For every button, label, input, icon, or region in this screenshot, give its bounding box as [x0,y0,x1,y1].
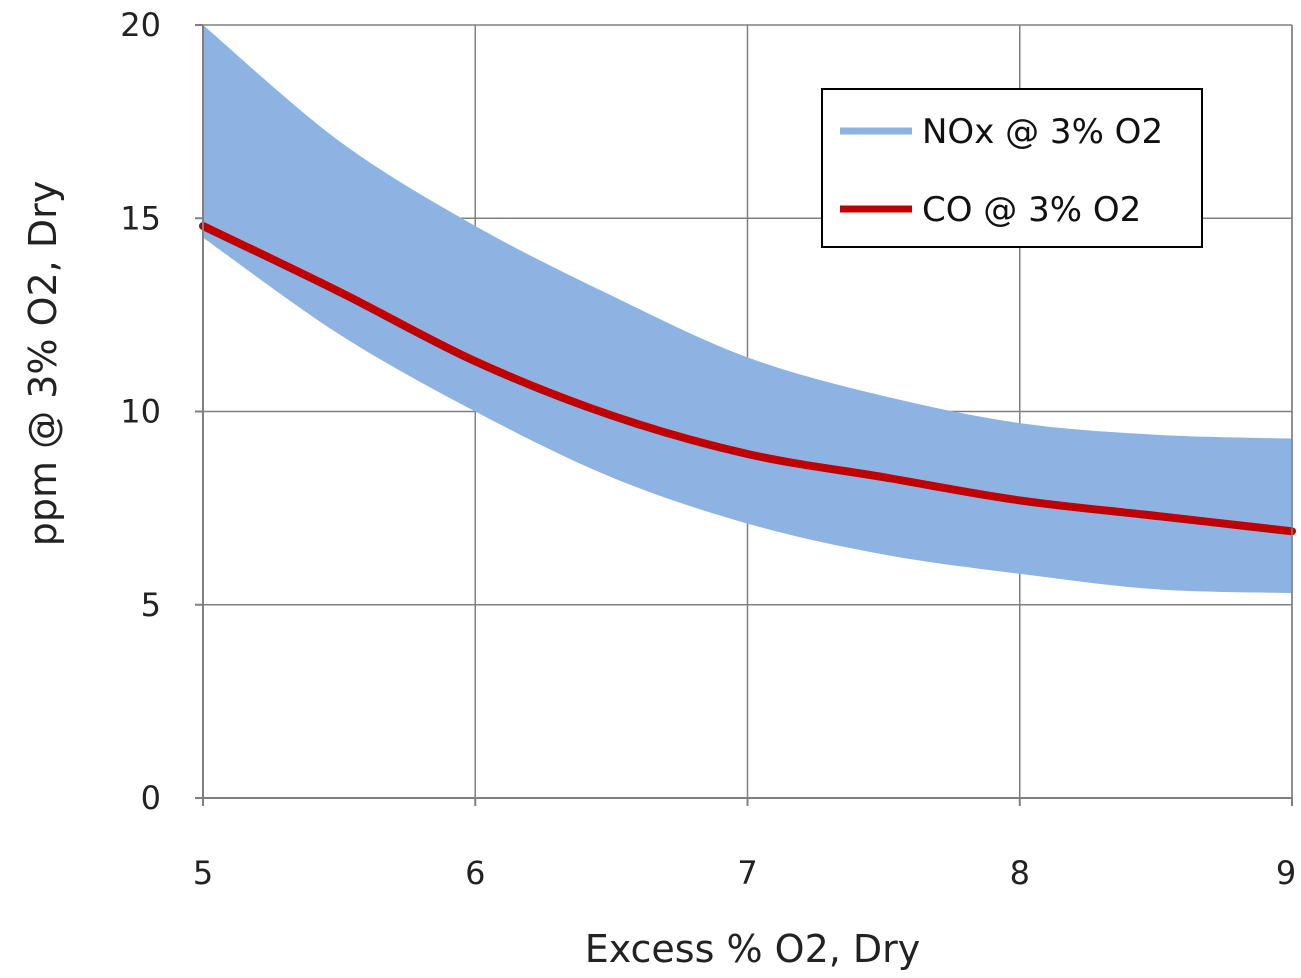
y-tick-label: 15 [120,199,161,237]
co-line-layer [199,222,1296,536]
x-axis-title: Excess % O2, Dry [585,927,921,971]
x-tick-label: 5 [193,854,213,892]
nox-band [203,25,1292,594]
y-tick-label: 5 [141,586,161,624]
x-tick-label: 7 [737,854,757,892]
legend: NOx @ 3% O2 CO @ 3% O2 [821,88,1203,248]
y-tick-label: 0 [141,779,161,817]
legend-label-co: CO @ 3% O2 [922,190,1141,230]
x-tick-label: 8 [1010,854,1030,892]
legend-box [821,88,1203,248]
x-tick-label: 9 [1276,854,1296,892]
y-axis-title: ppm @ 3% O2, Dry [21,181,65,546]
co-line [199,222,1296,536]
y-tick-label: 10 [120,393,161,431]
nox-band-layer [203,25,1292,594]
axes [195,24,1293,806]
y-tick-label: 20 [120,6,161,44]
legend-label-nox: NOx @ 3% O2 [922,112,1163,152]
x-tick-label: 6 [465,854,485,892]
